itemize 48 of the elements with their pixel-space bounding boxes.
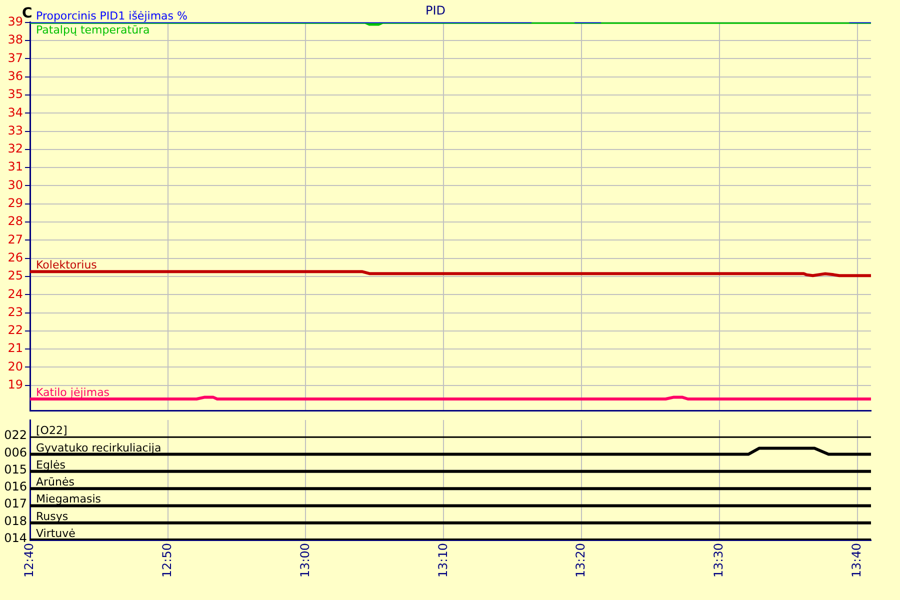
text: 006 — [4, 445, 27, 460]
x-tick-label: 12:50 — [160, 543, 174, 578]
series-label: Eglės — [36, 458, 66, 472]
series-label: Proporcinis PID1 išėjimas % — [36, 9, 188, 22]
text: 022 — [4, 428, 27, 442]
y-tick-label: 20 — [8, 359, 23, 374]
x-tick-label: 12:40 — [22, 543, 36, 578]
text: 018 — [4, 514, 27, 528]
x-tick-label: 13:00 — [298, 543, 312, 578]
series-label: Patalpų temperatūra — [36, 23, 150, 36]
series-label: Rusys — [36, 510, 68, 523]
x-tick-label: 13:20 — [574, 543, 588, 578]
y-tick-label: 35 — [8, 87, 23, 102]
y-tick-label: 33 — [8, 123, 23, 138]
y-tick-label: 26 — [8, 250, 23, 264]
y-tick-label: 34 — [8, 105, 23, 120]
y-tick-label: 29 — [8, 196, 23, 210]
y-tick-label: 30 — [8, 178, 23, 192]
y-tick-label: 39 — [8, 14, 23, 29]
y-axis-title: C — [22, 5, 32, 22]
y-tick-label: 27 — [8, 232, 23, 246]
series-label: Gyvatuko recirkuliacija — [36, 441, 162, 454]
x-tick-label: 13:10 — [436, 543, 450, 578]
y-tick-label: 36 — [8, 68, 23, 83]
y-tick-label: 21 — [8, 341, 23, 356]
y-tick-label: 38 — [8, 32, 23, 47]
text: 017 — [4, 496, 27, 511]
y-tick-label: 32 — [8, 142, 23, 156]
y-tick-label: 22 — [8, 323, 23, 338]
chart-title: PID — [425, 3, 446, 18]
y-tick-label: 31 — [8, 160, 23, 174]
series-label: Arūnės — [36, 476, 75, 489]
y-tick-label: 37 — [8, 50, 23, 65]
series-label: Katilo įėjimas — [36, 386, 110, 400]
text: 015 — [4, 462, 27, 476]
series-label: Virtuvė — [36, 527, 76, 540]
y-tick-label: 28 — [8, 214, 23, 228]
x-tick-label: 13:40 — [849, 543, 864, 578]
series-label: Miegamasis — [36, 492, 102, 506]
y-tick-label: 25 — [8, 268, 23, 283]
y-tick-label: 23 — [8, 304, 23, 319]
series-label: Kolektorius — [36, 258, 98, 272]
series-label: [O22] — [36, 424, 68, 438]
text: 014 — [4, 531, 27, 545]
y-tick-label: 24 — [8, 286, 23, 301]
x-tick-label: 13:30 — [711, 543, 726, 578]
y-tick-label: 19 — [8, 378, 23, 392]
text: 016 — [4, 480, 27, 494]
